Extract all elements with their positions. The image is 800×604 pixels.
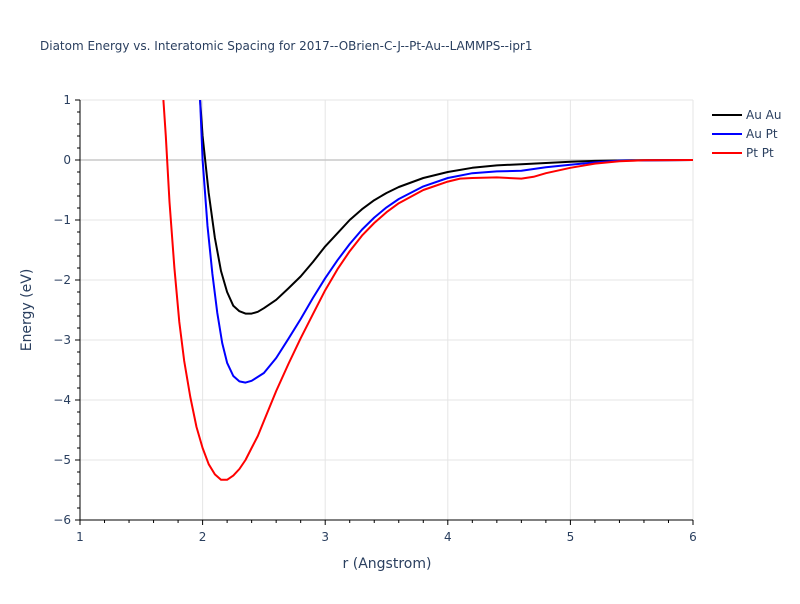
series-line-au-pt (199, 100, 693, 384)
x-tick-label: 2 (199, 530, 207, 544)
legend-item-au-au[interactable]: Au Au (712, 108, 781, 122)
y-tick-label: 1 (63, 93, 71, 107)
grid-layer (80, 99, 694, 520)
y-tick-label: −6 (53, 513, 71, 527)
x-axis-label: r (Angstrom) (343, 556, 432, 572)
x-tick-labels: 1 2 3 4 5 6 (76, 530, 697, 544)
y-tick-label: −1 (53, 213, 71, 227)
legend-item-pt-pt[interactable]: Pt Pt (712, 146, 774, 160)
x-tick-label: 1 (76, 530, 84, 544)
axes-layer (75, 99, 694, 525)
y-tick-label: −2 (53, 273, 71, 287)
series-layer (162, 100, 693, 481)
legend-label: Pt Pt (746, 146, 774, 160)
series-line-au-au (199, 100, 693, 315)
y-tick-labels: 1 0 −1 −2 −3 −4 −5 −6 (53, 93, 71, 527)
y-tick-label: 0 (63, 153, 71, 167)
x-tick-label: 4 (444, 530, 452, 544)
legend-item-au-pt[interactable]: Au Pt (712, 127, 778, 141)
y-tick-label: −3 (53, 333, 71, 347)
y-tick-label: −4 (53, 393, 71, 407)
x-tick-label: 3 (321, 530, 329, 544)
y-axis-label: Energy (eV) (19, 269, 35, 352)
series-line-pt-pt (162, 100, 693, 481)
legend[interactable]: Au Au Au Pt Pt Pt (712, 108, 781, 160)
legend-label: Au Pt (746, 127, 778, 141)
legend-label: Au Au (746, 108, 781, 122)
y-tick-label: −5 (53, 453, 71, 467)
chart-title: Diatom Energy vs. Interatomic Spacing fo… (40, 39, 533, 53)
x-tick-label: 5 (567, 530, 575, 544)
x-tick-label: 6 (689, 530, 697, 544)
